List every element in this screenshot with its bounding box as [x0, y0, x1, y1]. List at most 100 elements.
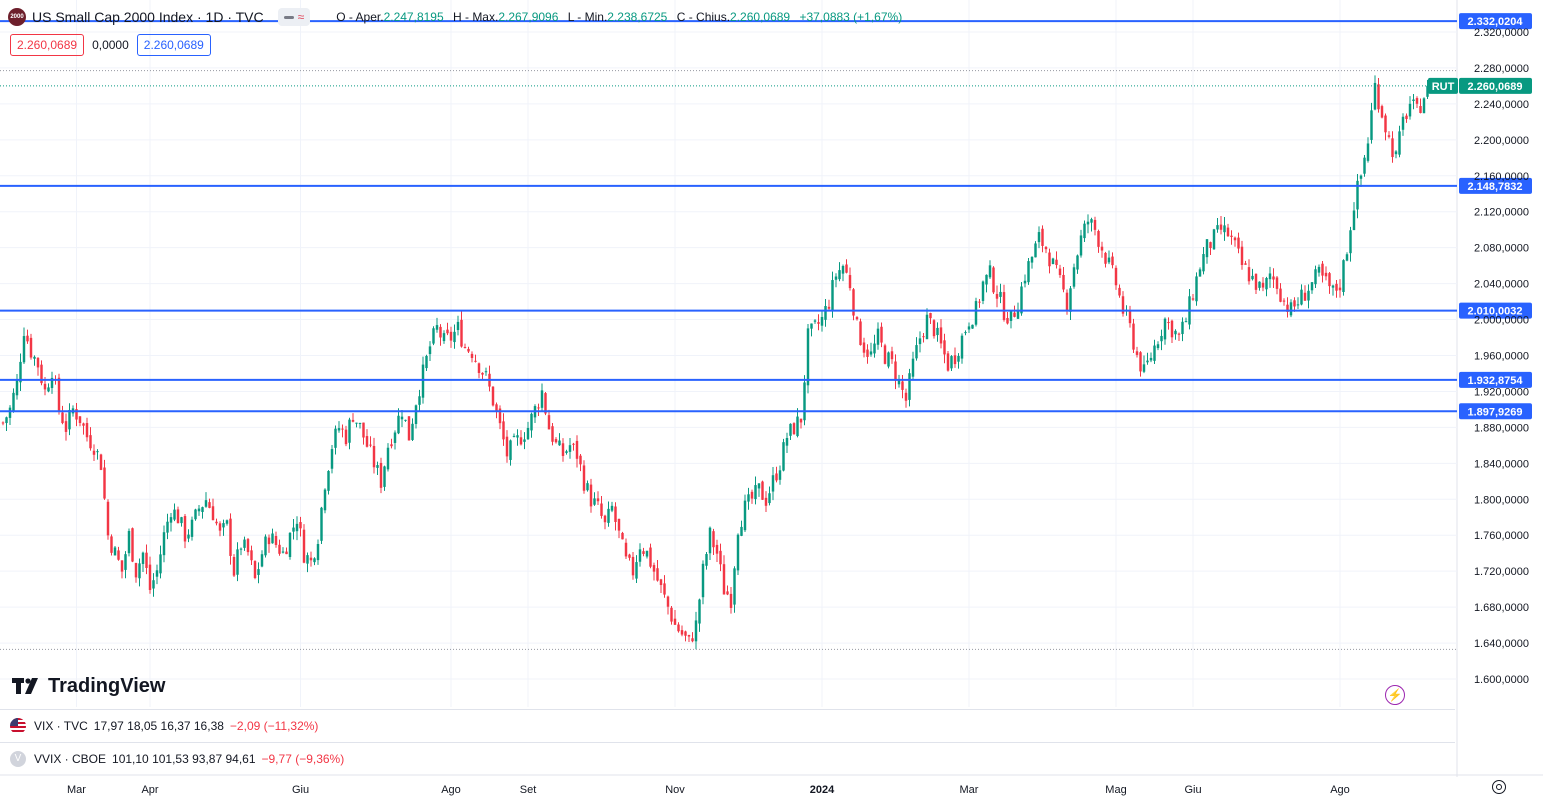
candlestick-series[interactable]: [1, 75, 1429, 650]
candle[interactable]: [120, 560, 124, 579]
candle[interactable]: [1086, 214, 1090, 234]
candle[interactable]: [1107, 250, 1111, 265]
candle[interactable]: [740, 520, 743, 537]
candle[interactable]: [1153, 339, 1156, 364]
candle[interactable]: [1062, 267, 1065, 293]
candle[interactable]: [981, 280, 985, 305]
candle[interactable]: [1331, 284, 1335, 296]
candle[interactable]: [243, 536, 246, 551]
candle[interactable]: [362, 422, 365, 445]
candle[interactable]: [761, 480, 764, 500]
candle[interactable]: [232, 554, 236, 578]
candle[interactable]: [313, 557, 316, 566]
candle[interactable]: [652, 562, 656, 581]
candle[interactable]: [204, 492, 208, 508]
candle[interactable]: [201, 506, 204, 519]
level-price-tag[interactable]: [1459, 177, 1532, 194]
candle[interactable]: [1076, 254, 1079, 274]
candle[interactable]: [957, 353, 960, 369]
candle[interactable]: [89, 427, 92, 451]
candle[interactable]: [1037, 226, 1041, 249]
candle[interactable]: [1118, 284, 1121, 298]
candle[interactable]: [852, 287, 855, 321]
candle[interactable]: [1006, 312, 1009, 325]
candle[interactable]: [1114, 265, 1118, 290]
candle[interactable]: [225, 519, 229, 526]
candle[interactable]: [666, 595, 670, 615]
candle[interactable]: [1149, 352, 1153, 363]
candle[interactable]: [1135, 346, 1139, 358]
candle[interactable]: [834, 273, 838, 288]
candle[interactable]: [1083, 220, 1086, 243]
candle[interactable]: [1170, 319, 1174, 343]
candle[interactable]: [736, 533, 740, 575]
candle[interactable]: [943, 333, 946, 364]
candle[interactable]: [659, 578, 663, 593]
candle[interactable]: [1258, 281, 1261, 291]
candle[interactable]: [635, 555, 638, 584]
candle[interactable]: [344, 425, 348, 447]
candle[interactable]: [463, 343, 467, 349]
candle[interactable]: [775, 466, 778, 483]
candle[interactable]: [1296, 297, 1300, 309]
candle[interactable]: [456, 315, 460, 336]
candle[interactable]: [908, 368, 911, 407]
candle[interactable]: [397, 408, 400, 435]
candle[interactable]: [481, 372, 484, 381]
candle[interactable]: [1401, 113, 1405, 136]
candle[interactable]: [719, 543, 722, 572]
candle[interactable]: [785, 432, 789, 453]
candle[interactable]: [1048, 248, 1051, 274]
candle[interactable]: [92, 444, 96, 462]
candle[interactable]: [1009, 310, 1013, 329]
candle[interactable]: [411, 418, 414, 442]
candle[interactable]: [1198, 267, 1202, 277]
candle[interactable]: [148, 556, 152, 594]
candle[interactable]: [684, 630, 687, 642]
tradingview-logo[interactable]: TradingView: [12, 675, 165, 698]
candle[interactable]: [1167, 317, 1170, 330]
candle[interactable]: [390, 438, 393, 449]
candle[interactable]: [1419, 98, 1422, 114]
candle[interactable]: [442, 330, 446, 344]
candle[interactable]: [369, 436, 372, 448]
candle[interactable]: [1111, 252, 1114, 269]
candle[interactable]: [1366, 137, 1370, 163]
candle[interactable]: [68, 403, 71, 436]
candle[interactable]: [1055, 251, 1058, 269]
candle[interactable]: [677, 622, 680, 633]
candle[interactable]: [257, 562, 260, 584]
candle[interactable]: [376, 461, 379, 475]
candle[interactable]: [617, 518, 621, 539]
candle[interactable]: [414, 404, 418, 429]
candle[interactable]: [516, 429, 519, 446]
candle[interactable]: [173, 503, 176, 522]
candle[interactable]: [953, 347, 957, 368]
candle[interactable]: [803, 375, 806, 426]
candle[interactable]: [596, 491, 600, 505]
candle[interactable]: [134, 562, 138, 583]
candle[interactable]: [449, 326, 453, 348]
candle[interactable]: [183, 513, 187, 549]
candle[interactable]: [593, 492, 596, 506]
price-axis[interactable]: 2.320,0000 2.280,0000 2.240,0000 2.200,0000…: [1474, 27, 1529, 686]
candle[interactable]: [1380, 104, 1384, 119]
candle[interactable]: [61, 405, 64, 425]
candle[interactable]: [526, 421, 530, 441]
candle[interactable]: [904, 388, 908, 408]
candle[interactable]: [1069, 285, 1072, 320]
candle[interactable]: [1391, 131, 1394, 163]
candle[interactable]: [1156, 341, 1160, 351]
candle[interactable]: [1184, 317, 1188, 323]
candle[interactable]: [754, 476, 757, 505]
candle[interactable]: [131, 527, 134, 563]
candle[interactable]: [386, 443, 390, 472]
candle[interactable]: [281, 547, 285, 554]
candle[interactable]: [1279, 283, 1282, 303]
candle[interactable]: [841, 264, 845, 282]
indicator-pane-vvix[interactable]: V VVIX · CBOE 101,10 101,53 93,87 94,61 …: [0, 742, 1455, 774]
candle[interactable]: [110, 534, 113, 556]
candle[interactable]: [484, 367, 488, 376]
time-axis[interactable]: Mar Apr Giu Ago Set Nov 2024 Mar Mag Giu Ago: [67, 784, 1350, 796]
candle[interactable]: [911, 351, 915, 381]
